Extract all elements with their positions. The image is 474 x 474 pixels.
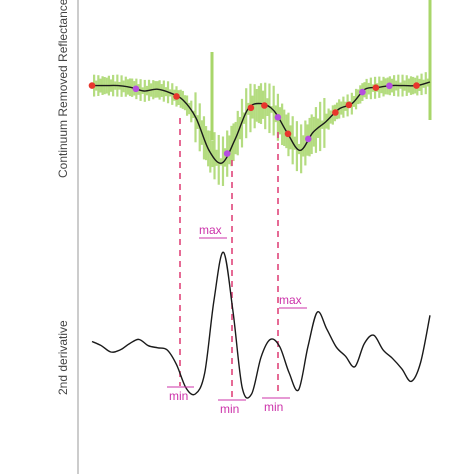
- spectrum-noise-band: [90, 0, 432, 186]
- marker-red: [332, 109, 339, 116]
- marker-red: [173, 93, 180, 100]
- top-y-axis-label: Continuum Removed Reflectance: [56, 0, 70, 178]
- min-label-1: min: [169, 389, 188, 403]
- spectrum-markers: [88, 82, 420, 157]
- marker-red: [261, 102, 268, 109]
- marker-red: [284, 130, 292, 138]
- min-label-2: min: [220, 402, 239, 416]
- marker-purple: [132, 85, 140, 93]
- bottom-y-axis-label: 2nd derivative: [56, 320, 70, 395]
- marker-purple: [359, 88, 366, 96]
- min-label-3: min: [264, 400, 283, 414]
- marker-purple: [274, 114, 282, 121]
- marker-purple: [386, 82, 393, 90]
- annotations: max max min min min: [167, 223, 307, 416]
- marker-red: [88, 82, 96, 89]
- marker-red: [413, 82, 420, 89]
- marker-purple: [305, 135, 312, 143]
- max-label-1: max: [199, 223, 222, 237]
- max-label-2: max: [279, 293, 302, 307]
- connector-lines: [179, 118, 279, 398]
- marker-purple: [223, 150, 231, 157]
- marker-red: [345, 101, 353, 109]
- series-line-2nd-derivative: [91, 251, 431, 399]
- marker-red: [247, 104, 255, 112]
- marker-red: [372, 84, 380, 91]
